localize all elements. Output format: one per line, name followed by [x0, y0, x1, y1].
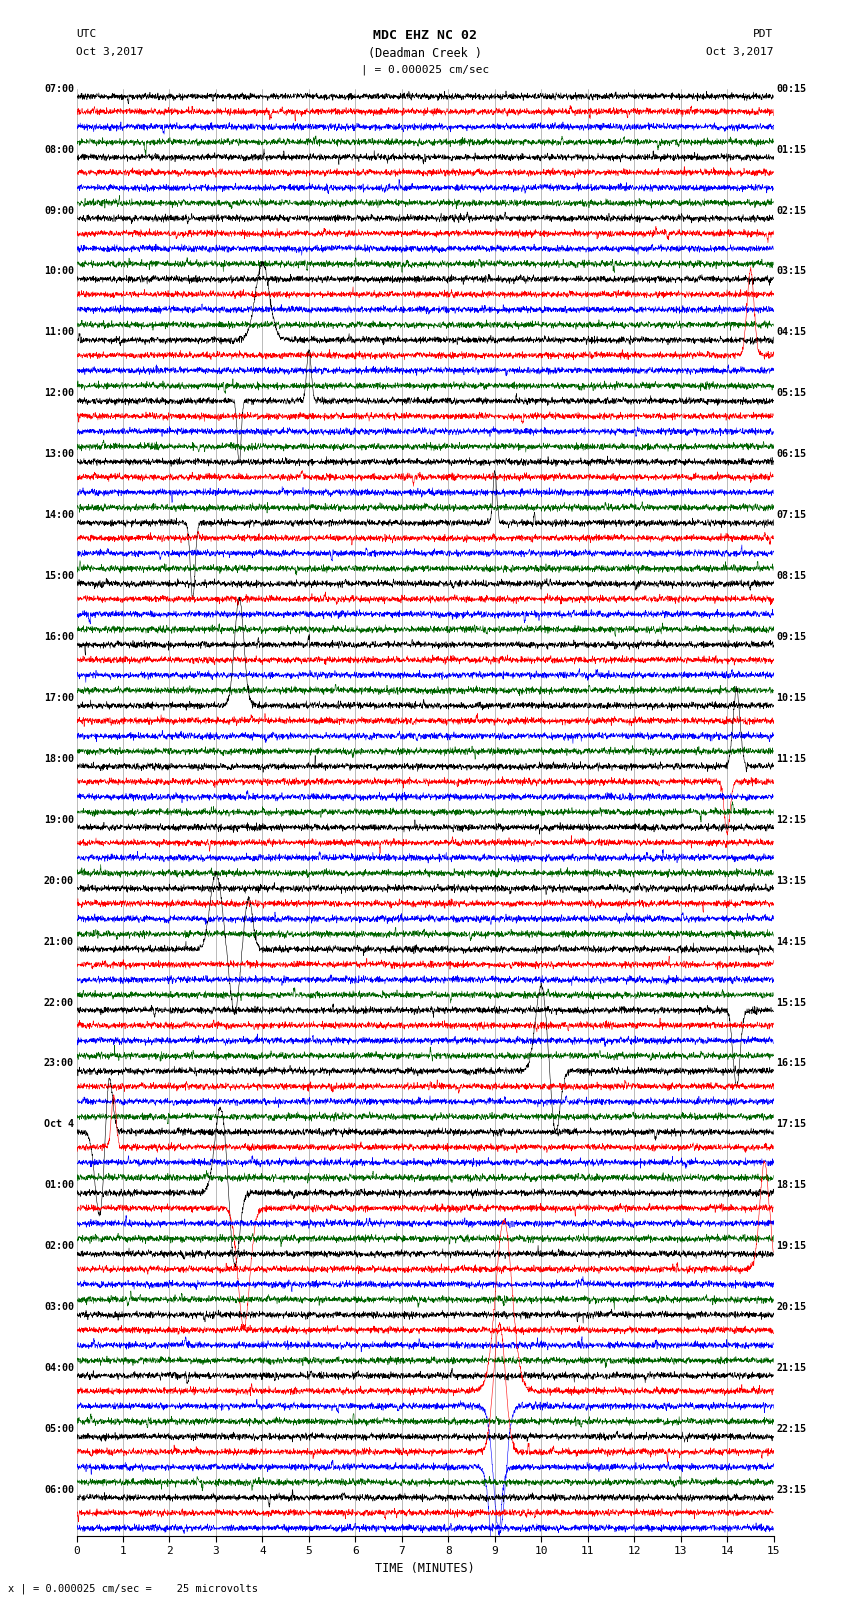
Text: Oct 4: Oct 4 [44, 1119, 74, 1129]
Text: 00:15: 00:15 [776, 84, 806, 94]
Text: MDC EHZ NC 02: MDC EHZ NC 02 [373, 29, 477, 42]
Text: 16:00: 16:00 [44, 632, 74, 642]
Text: 02:00: 02:00 [44, 1242, 74, 1252]
Text: 04:15: 04:15 [776, 327, 806, 337]
Text: 09:15: 09:15 [776, 632, 806, 642]
Text: 02:15: 02:15 [776, 205, 806, 216]
Text: 03:15: 03:15 [776, 266, 806, 276]
Text: 05:00: 05:00 [44, 1424, 74, 1434]
Text: 21:15: 21:15 [776, 1363, 806, 1373]
Text: 17:00: 17:00 [44, 694, 74, 703]
Text: x | = 0.000025 cm/sec =    25 microvolts: x | = 0.000025 cm/sec = 25 microvolts [8, 1582, 258, 1594]
Text: 16:15: 16:15 [776, 1058, 806, 1068]
Text: 01:15: 01:15 [776, 145, 806, 155]
Text: 18:15: 18:15 [776, 1181, 806, 1190]
Text: 19:15: 19:15 [776, 1242, 806, 1252]
Text: 12:00: 12:00 [44, 389, 74, 398]
Text: | = 0.000025 cm/sec: | = 0.000025 cm/sec [361, 65, 489, 76]
Text: 20:00: 20:00 [44, 876, 74, 886]
Text: 22:15: 22:15 [776, 1424, 806, 1434]
Text: PDT: PDT [753, 29, 774, 39]
Text: 07:15: 07:15 [776, 510, 806, 519]
Text: 18:00: 18:00 [44, 753, 74, 765]
Text: 11:15: 11:15 [776, 753, 806, 765]
Text: 08:15: 08:15 [776, 571, 806, 581]
Text: 14:15: 14:15 [776, 937, 806, 947]
Text: 07:00: 07:00 [44, 84, 74, 94]
Text: 17:15: 17:15 [776, 1119, 806, 1129]
Text: 08:00: 08:00 [44, 145, 74, 155]
Text: 06:15: 06:15 [776, 450, 806, 460]
Text: 23:15: 23:15 [776, 1486, 806, 1495]
Text: 04:00: 04:00 [44, 1363, 74, 1373]
X-axis label: TIME (MINUTES): TIME (MINUTES) [375, 1561, 475, 1574]
Text: 10:15: 10:15 [776, 694, 806, 703]
Text: 20:15: 20:15 [776, 1302, 806, 1311]
Text: 09:00: 09:00 [44, 205, 74, 216]
Text: 15:15: 15:15 [776, 997, 806, 1008]
Text: 06:00: 06:00 [44, 1486, 74, 1495]
Text: 05:15: 05:15 [776, 389, 806, 398]
Text: 21:00: 21:00 [44, 937, 74, 947]
Text: 01:00: 01:00 [44, 1181, 74, 1190]
Text: 19:00: 19:00 [44, 815, 74, 824]
Text: 03:00: 03:00 [44, 1302, 74, 1311]
Text: 12:15: 12:15 [776, 815, 806, 824]
Text: 13:00: 13:00 [44, 450, 74, 460]
Text: 22:00: 22:00 [44, 997, 74, 1008]
Text: 14:00: 14:00 [44, 510, 74, 519]
Text: UTC: UTC [76, 29, 97, 39]
Text: Oct 3,2017: Oct 3,2017 [706, 47, 774, 56]
Text: Oct 3,2017: Oct 3,2017 [76, 47, 144, 56]
Text: 15:00: 15:00 [44, 571, 74, 581]
Text: (Deadman Creek ): (Deadman Creek ) [368, 47, 482, 60]
Text: 23:00: 23:00 [44, 1058, 74, 1068]
Text: 13:15: 13:15 [776, 876, 806, 886]
Text: 10:00: 10:00 [44, 266, 74, 276]
Text: 11:00: 11:00 [44, 327, 74, 337]
